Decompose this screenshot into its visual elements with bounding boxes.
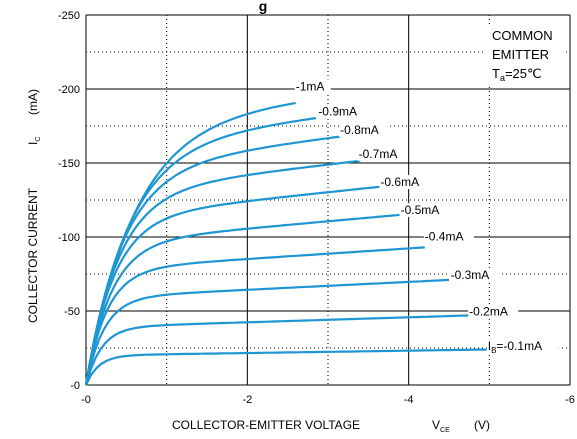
- series-label-background: [486, 339, 559, 354]
- series-label-background: [468, 304, 519, 319]
- series-label-subscript: B: [491, 346, 496, 355]
- series-labels: IB=-0.1mA -0.2mA -0.3mA -0.4mA -0.5mA -0.6mA -…: [294, 79, 559, 355]
- series-label-background: [423, 229, 474, 244]
- conditions-box: COMMON EMITTER Ta=25℃: [486, 24, 566, 86]
- y-tick-label: -50: [64, 306, 80, 318]
- ta-value: =25℃: [505, 66, 542, 81]
- series-label-background: [449, 268, 500, 283]
- series-label: -0.6mA: [380, 175, 419, 189]
- series-label: -0.4mA: [425, 230, 464, 244]
- series-label: -0.3mA: [451, 268, 490, 282]
- series-label-background: [379, 174, 430, 189]
- x-axis-label: COLLECTOR-EMITTER VOLTAGE VCE (V): [172, 418, 490, 434]
- y-tick-label: -0: [70, 380, 80, 392]
- series-label: -1mA: [296, 79, 325, 93]
- y-tick-label: -150: [58, 158, 80, 170]
- series-label-background: [317, 104, 368, 119]
- series-label: -0.7mA: [359, 147, 398, 161]
- y-axis-label: COLLECTOR CURRENT IC (mA): [26, 89, 42, 323]
- conditions-background: [486, 24, 566, 86]
- y-tick-label: -200: [58, 84, 80, 96]
- x-tick-label: -2: [242, 394, 252, 406]
- series-label-background: [357, 146, 408, 161]
- x-tick-label: -6: [565, 394, 575, 406]
- series-label: -0.5mA: [401, 203, 440, 217]
- x-axis-subscript: CE: [440, 427, 450, 434]
- series-line: [84, 135, 341, 386]
- y-tick-label: -100: [58, 232, 80, 244]
- series-line: [84, 185, 381, 386]
- y-axis-label-text: COLLECTOR CURRENT: [26, 187, 40, 323]
- series-label-background: [294, 79, 331, 94]
- x-tick-labels: -0 -2 -4 -6: [81, 394, 575, 406]
- series-label-value: =-0.1mA: [496, 339, 542, 353]
- x-axis-unit: (V): [474, 418, 490, 432]
- x-tick-label: -0: [81, 394, 91, 406]
- series-line: [84, 159, 361, 386]
- series-line: [84, 213, 401, 386]
- y-tick-labels: -0 -50 -100 -150 -200 -250: [58, 10, 80, 392]
- conditions-line2: EMITTER: [492, 47, 549, 62]
- y-axis-symbol: I: [26, 142, 40, 145]
- series-label: -0.8mA: [340, 123, 379, 137]
- series-line: [84, 314, 470, 386]
- y-tick-label: -250: [58, 10, 80, 22]
- x-axis-symbol: V: [432, 418, 440, 432]
- y-axis-subscript: C: [35, 137, 42, 142]
- conditions-line1: COMMON: [492, 28, 553, 43]
- conditions-ta: Ta=25℃: [492, 66, 542, 83]
- series-line: [85, 348, 490, 386]
- plot-area-frame: [85, 14, 571, 386]
- series-line: [84, 101, 296, 386]
- series-label: -0.9mA: [318, 105, 357, 119]
- y-axis-unit: (mA): [26, 89, 40, 115]
- series-label-background: [399, 203, 450, 218]
- series-label: -0.2mA: [469, 304, 508, 318]
- ta-subscript: a: [500, 73, 505, 83]
- chart-title-fragment: g: [259, 0, 268, 14]
- series-line: [84, 246, 425, 386]
- x-tick-label: -4: [404, 394, 414, 406]
- x-axis-label-text: COLLECTOR-EMITTER VOLTAGE: [172, 418, 360, 432]
- series-lines: [84, 101, 490, 386]
- series-label-background: [339, 123, 390, 138]
- series-label-prefix: I: [488, 339, 491, 353]
- ta-symbol: T: [492, 66, 500, 81]
- series-label: IB=-0.1mA: [488, 339, 542, 355]
- series-line: [84, 117, 317, 386]
- series-line: [84, 278, 450, 386]
